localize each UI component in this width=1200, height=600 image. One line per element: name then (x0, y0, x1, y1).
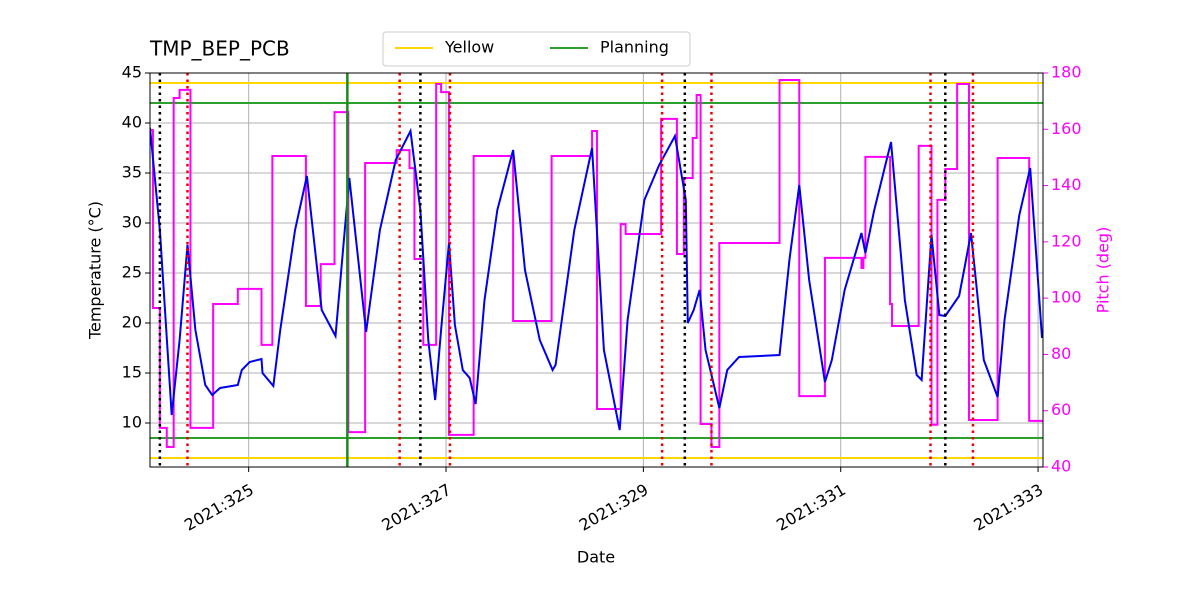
y-axis-label: Temperature (°C) (86, 201, 105, 340)
legend: Yellow Planning (382, 31, 691, 67)
y-tick-label: 30 (122, 213, 142, 232)
y2-tick-label: 40 (1051, 457, 1071, 476)
legend-box (382, 31, 691, 67)
y-tick-label: 25 (122, 263, 142, 282)
y2-tick-label: 80 (1051, 344, 1071, 363)
legend-label: Planning (600, 38, 669, 57)
y-tick-label: 45 (122, 63, 142, 82)
y2-tick-label: 60 (1051, 400, 1071, 419)
y2-tick-label: 160 (1051, 119, 1082, 138)
y2-tick-label: 180 (1051, 63, 1082, 82)
y2-axis-label: Pitch (deg) (1094, 227, 1113, 314)
x-tick-label: 2021:325 (181, 480, 257, 535)
x-tick-label: 2021:329 (576, 480, 652, 535)
y-tick-label: 15 (122, 363, 142, 382)
y-tick-label: 20 (122, 313, 142, 332)
x-tick-label: 2021:331 (773, 480, 849, 535)
y-tick-label: 40 (122, 113, 142, 132)
x-tick-label: 2021:327 (378, 480, 454, 535)
x-axis-label: Date (577, 548, 615, 567)
pitch-line (150, 79, 1043, 449)
chart-title: TMP_BEP_PCB (149, 37, 290, 61)
temperature-line (150, 127, 1043, 431)
x-tick-label: 2021:333 (970, 480, 1046, 535)
y-tick-label: 10 (122, 413, 142, 432)
plot-frame (149, 72, 1044, 468)
y2-tick-label: 120 (1051, 231, 1082, 250)
y-tick-label: 35 (122, 163, 142, 182)
y2-tick-label: 140 (1051, 175, 1082, 194)
y2-tick-label: 100 (1051, 288, 1082, 307)
legend-label: Yellow (444, 38, 494, 57)
